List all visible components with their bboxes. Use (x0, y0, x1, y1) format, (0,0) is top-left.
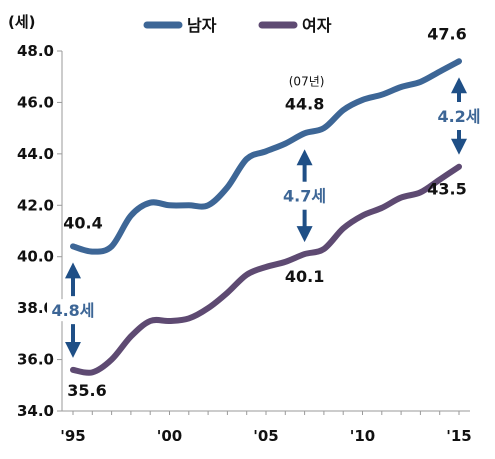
data-label: 43.5 (427, 180, 466, 199)
gap-annotations: 4.8세 4.7세 4.2세 (47, 77, 485, 358)
gap-label-bg (47, 299, 99, 322)
gap-label: 4.7세 (283, 187, 326, 206)
y-tick-label: 34.0 (17, 402, 54, 420)
x-tick-label: '15 (446, 427, 471, 445)
y-axis: 34.0 36.0 38.0 40.0 42.0 44.0 46.0 48.0 (17, 42, 62, 420)
y-tick-label: 48.0 (17, 42, 54, 60)
gap-label-bg (433, 105, 485, 127)
x-axis: '95 '00 '05 '10 '15 (60, 411, 472, 445)
y-tick-label: 44.0 (17, 145, 54, 163)
data-labels: 40.4 44.8 47.6 35.6 40.1 43.5 (07년) (63, 24, 466, 400)
x-tick-label: '05 (253, 427, 278, 445)
y-tick-label: 42.0 (17, 196, 54, 214)
gap-label-bg (278, 184, 331, 207)
legend-label: 남자 (187, 16, 217, 35)
data-label: 44.8 (285, 94, 324, 113)
series-lines (70, 58, 462, 376)
y-tick-label: 36.0 (17, 351, 54, 369)
gap-label: 4.2세 (437, 107, 480, 126)
gap-label: 4.8세 (51, 301, 94, 320)
legend: 남자 여자 (143, 16, 332, 35)
series-line-female (70, 163, 462, 376)
y-axis-unit: (세) (8, 13, 36, 31)
data-label: 47.6 (427, 24, 466, 43)
series-line-male (70, 58, 462, 255)
x-tick-label: '95 (60, 427, 85, 445)
x-tick-label: '00 (157, 427, 182, 445)
data-label: 40.1 (285, 267, 324, 286)
y-tick-label: 38.0 (17, 299, 54, 317)
note-label: (07년) (289, 74, 325, 88)
x-tick-label: '10 (350, 427, 375, 445)
y-tick-label: 46.0 (17, 93, 54, 111)
y-tick-label: 40.0 (17, 248, 54, 266)
data-label: 35.6 (67, 381, 106, 400)
legend-label: 여자 (302, 16, 332, 35)
data-label: 40.4 (63, 213, 102, 232)
